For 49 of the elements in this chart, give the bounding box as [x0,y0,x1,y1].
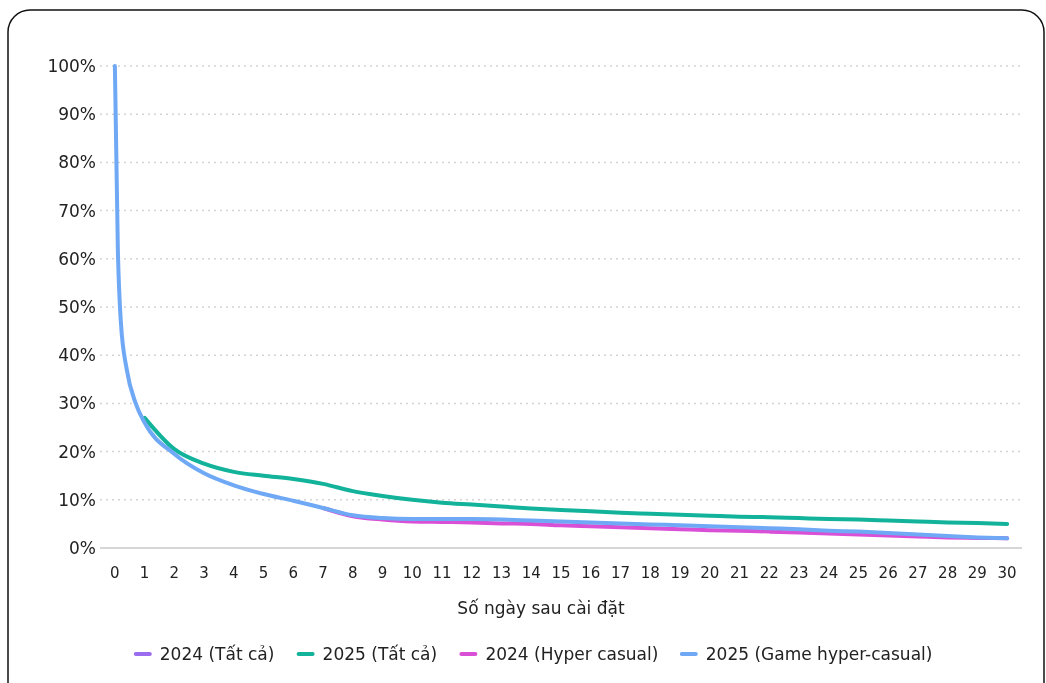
y-tick-label: 70% [58,200,96,221]
x-tick-label: 7 [318,564,328,582]
y-tick-label: 20% [58,441,96,462]
y-tick-label: 90% [58,104,96,125]
x-tick-label: 5 [258,564,269,582]
x-tick-label: 21 [729,564,749,582]
x-tick-label: 2 [169,564,180,582]
legend-label: 2024 (Hyper casual) [485,643,659,664]
x-tick-label: 23 [789,564,809,582]
x-tick-label: 14 [521,564,541,582]
y-tick-label: 50% [58,296,96,317]
x-tick-label: 20 [700,564,720,582]
x-tick-label: 12 [462,564,482,582]
line-series [112,64,1010,541]
x-tick-label: 9 [377,564,388,582]
legend-label: 2024 (Tất cả) [159,643,275,664]
x-tick-label: 18 [640,564,660,582]
x-tick-label: 16 [581,564,601,582]
y-tick-label: 40% [58,345,96,366]
x-tick-label: 24 [819,564,839,582]
x-tick-label: 11 [432,564,452,582]
legend-label: 2025 (Tất cả) [322,643,438,664]
x-tick-label: 4 [229,564,239,582]
legend-label: 2025 (Game hyper-casual) [705,643,933,664]
y-tick-label: 100% [47,55,96,76]
y-tick-label: 80% [58,152,96,173]
x-tick-label: 6 [288,564,299,582]
y-tick-label: 10% [58,489,96,510]
x-tick-label: 3 [199,564,209,582]
x-tick-label: 30 [997,564,1017,582]
x-tick-label: 29 [967,564,987,582]
x-tick-label: 8 [348,564,358,582]
x-tick-label: 13 [491,564,512,582]
x-tick-label: 25 [848,564,868,582]
line-series [142,415,1010,526]
x-tick-label: 22 [759,564,779,582]
x-tick-label: 17 [610,564,631,582]
x-tick-label: 1 [139,564,150,582]
y-tick-label: 60% [58,248,96,269]
y-tick-label: 30% [58,393,96,414]
x-tick-label: 15 [551,564,571,582]
x-tick-label: 10 [402,564,422,582]
y-tick-label: 0% [69,537,96,558]
x-tick-label: 27 [908,564,928,582]
x-tick-label: 26 [878,564,898,582]
x-tick-label: 19 [670,564,690,582]
x-axis-title: Số ngày sau cài đặt [457,598,625,618]
x-tick-label: 0 [110,564,120,582]
x-tick-label: 28 [938,564,958,582]
